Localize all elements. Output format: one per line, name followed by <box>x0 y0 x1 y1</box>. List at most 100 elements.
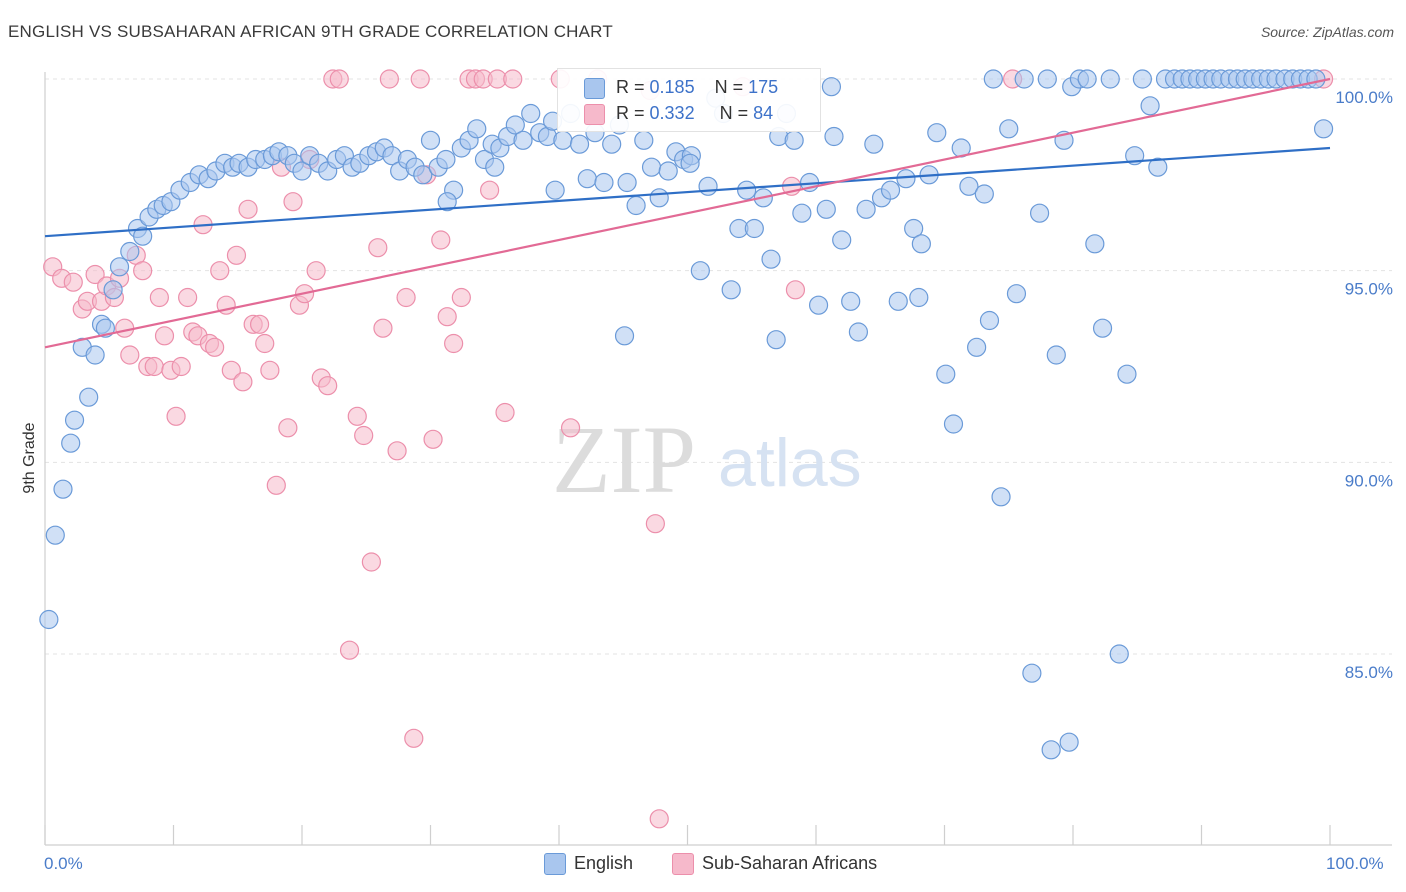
english-point <box>991 487 1011 507</box>
subsaharan-point <box>423 429 443 449</box>
english-point <box>784 130 804 150</box>
english-point <box>602 134 622 154</box>
subsaharan-point <box>404 728 424 748</box>
english-point <box>737 180 757 200</box>
english-point <box>120 241 140 262</box>
subsaharan-point <box>205 337 225 357</box>
y-tick-label: 95.0% <box>1345 280 1393 299</box>
english-point <box>61 433 81 453</box>
english-point <box>594 172 614 193</box>
english-point <box>816 199 836 219</box>
english-point <box>569 134 590 154</box>
english-point <box>680 153 700 173</box>
english-point <box>467 119 487 139</box>
subsaharan-point <box>373 318 393 338</box>
english-point <box>864 134 884 154</box>
subsaharan-point <box>283 192 303 212</box>
subsaharan-point <box>249 314 270 334</box>
y-tick-labels: 85.0% 90.0% 95.0% 100.0% <box>1335 88 1393 682</box>
english-point <box>856 199 876 219</box>
subsaharan-point <box>451 287 471 308</box>
y-tick-label: 85.0% <box>1345 663 1393 682</box>
english-point <box>927 123 947 143</box>
subsaharan-point <box>226 245 247 265</box>
english-point <box>1077 69 1097 89</box>
series-english-points <box>39 69 1334 760</box>
english-point <box>133 226 153 246</box>
axes <box>44 72 1392 846</box>
english-n-label: N = <box>714 77 744 97</box>
english-point <box>1085 234 1105 254</box>
english-point <box>626 195 646 216</box>
english-point <box>1046 345 1066 365</box>
subsaharan-point <box>649 809 669 829</box>
english-point <box>1037 69 1057 89</box>
subsaharan-point <box>221 360 241 380</box>
subsaharan-point <box>368 238 388 258</box>
english-point <box>841 291 861 311</box>
subsaharan-trend-line <box>44 77 1331 349</box>
english-point <box>649 188 669 208</box>
subsaharan-point <box>210 261 230 281</box>
subsaharan-point <box>144 356 164 377</box>
source-label: Source: ZipAtlas.com <box>1260 24 1394 40</box>
english-point <box>45 525 65 545</box>
english-point <box>1140 96 1160 116</box>
english-point <box>420 130 441 150</box>
subsaharan-legend-label: Sub-Saharan Africans <box>702 853 878 873</box>
english-point <box>1117 364 1137 384</box>
subsaharan-point <box>444 333 464 354</box>
english-point <box>103 280 123 300</box>
subsaharan-point <box>560 418 581 438</box>
english-point <box>658 161 678 181</box>
x-tick-marks <box>44 825 1331 845</box>
english-point <box>436 149 456 170</box>
subsaharan-point <box>785 280 806 300</box>
english-point <box>821 77 842 97</box>
english-point <box>641 157 662 177</box>
english-swatch <box>584 78 605 99</box>
english-point <box>999 119 1019 139</box>
subsaharan-point <box>318 376 338 396</box>
subsaharan-point <box>503 69 523 89</box>
subsaharan-point <box>166 406 186 426</box>
subsaharan-point <box>347 406 367 426</box>
subsaharan-swatch <box>584 104 605 125</box>
english-point <box>614 326 635 346</box>
y-tick-label: 90.0% <box>1345 471 1393 490</box>
english-point <box>1014 69 1034 89</box>
english-point <box>1148 157 1168 177</box>
grid-lines <box>45 78 1392 655</box>
y-axis-label: 9th Grade <box>21 422 38 493</box>
english-point <box>808 295 829 315</box>
english-trend-line <box>44 146 1331 238</box>
english-point <box>634 130 654 150</box>
english-n-value: 175 <box>748 77 779 97</box>
english-point <box>690 261 710 281</box>
english-point <box>1109 644 1129 664</box>
english-point <box>437 192 457 212</box>
english-point <box>521 103 541 124</box>
x-tick-label-max: 100.0% <box>1326 854 1384 873</box>
english-point <box>979 310 1000 331</box>
english-point <box>1041 740 1061 760</box>
english-point <box>909 287 929 308</box>
subsaharan-point <box>260 360 280 380</box>
english-point <box>513 130 533 150</box>
english-point <box>553 130 573 150</box>
english-point <box>1092 318 1113 338</box>
watermark: ZIP atlas <box>552 406 862 513</box>
subsaharan-point <box>339 640 360 660</box>
english-point <box>1022 663 1042 683</box>
english-point <box>698 176 718 196</box>
english-point <box>974 184 994 204</box>
subsaharan-point <box>154 326 175 346</box>
subsaharan-point <box>354 425 374 446</box>
english-point <box>943 414 964 434</box>
english-point <box>936 364 956 384</box>
english-point <box>1100 69 1120 89</box>
english-point <box>911 234 931 254</box>
english-r-label: R = <box>616 77 645 97</box>
subsaharan-r-value: 0.332 <box>649 103 695 123</box>
subsaharan-point <box>329 69 349 89</box>
